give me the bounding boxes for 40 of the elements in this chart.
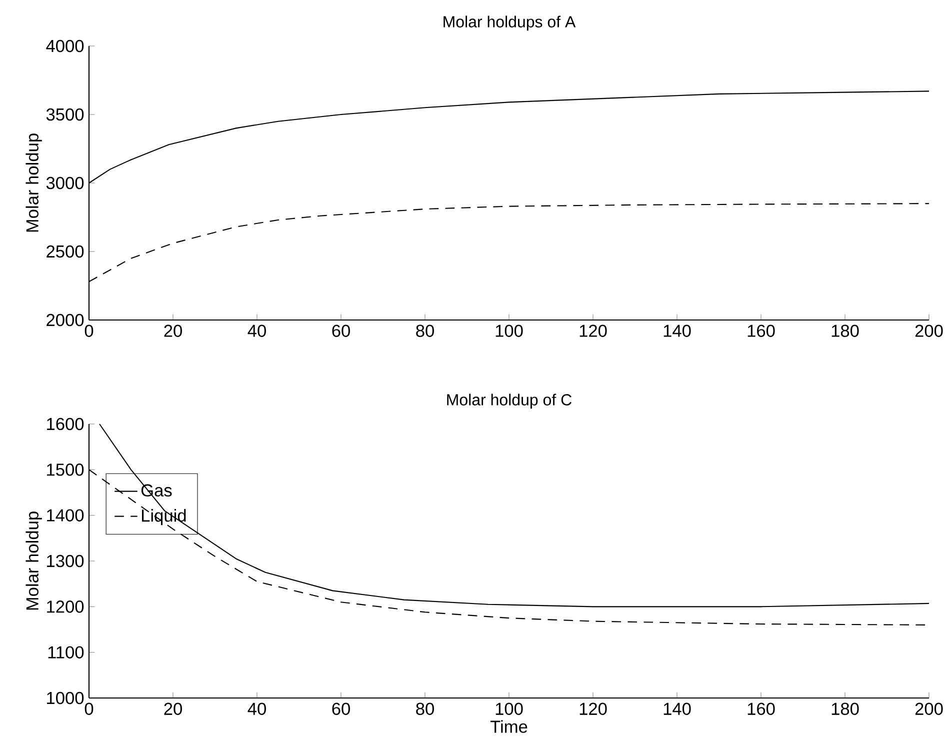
y-tick-label: 1200 <box>47 600 84 613</box>
x-tick-label: 60 <box>332 324 350 337</box>
x-tick-label: 80 <box>416 324 434 337</box>
y-tick-label: 1000 <box>47 692 84 704</box>
x-tick-label: 140 <box>664 702 691 715</box>
line-series <box>98 423 930 608</box>
y-tick-label: 3000 <box>46 176 84 190</box>
x-tick-label: 200 <box>915 702 943 715</box>
x-tick-label: 180 <box>832 324 859 337</box>
x-tick-label: 60 <box>332 702 350 715</box>
x-tick-label: 20 <box>164 324 182 337</box>
x-tick-label: 0 <box>84 324 94 337</box>
y-axis-title: Molar holdup <box>26 512 42 610</box>
x-tick-label: 0 <box>84 702 94 715</box>
y-tick-label: 1600 <box>47 418 84 430</box>
x-tick-label: 40 <box>248 324 266 337</box>
x-axis-title: Time <box>490 720 528 733</box>
x-tick-label: 40 <box>248 702 266 715</box>
x-tick-label: 160 <box>748 702 775 715</box>
x-tick-label: 100 <box>496 324 523 337</box>
y-tick-label: 1400 <box>47 509 84 522</box>
y-axis-title: Molar holdup <box>26 134 42 232</box>
x-tick-label: 200 <box>915 324 943 337</box>
x-tick-label: 120 <box>580 702 607 715</box>
chart-title: Molar holdups of A <box>444 16 576 31</box>
chart-title: Molar holdup of C <box>447 394 572 409</box>
y-tick-label: 4000 <box>46 40 84 52</box>
x-tick-label: 140 <box>664 324 691 337</box>
x-tick-label: 80 <box>416 702 434 715</box>
x-tick-label: 20 <box>164 702 182 715</box>
y-tick-label: 1500 <box>47 464 84 476</box>
y-tick-label: 3500 <box>46 108 84 121</box>
y-tick-label: 2500 <box>46 245 84 258</box>
x-tick-label: 120 <box>580 324 607 337</box>
y-tick-label: 2000 <box>46 314 84 326</box>
x-tick-label: 160 <box>748 324 775 337</box>
x-tick-label: 100 <box>496 702 523 715</box>
y-tick-label: 1100 <box>48 646 84 658</box>
y-tick-label: 1300 <box>47 554 84 568</box>
x-tick-label: 180 <box>832 702 859 715</box>
